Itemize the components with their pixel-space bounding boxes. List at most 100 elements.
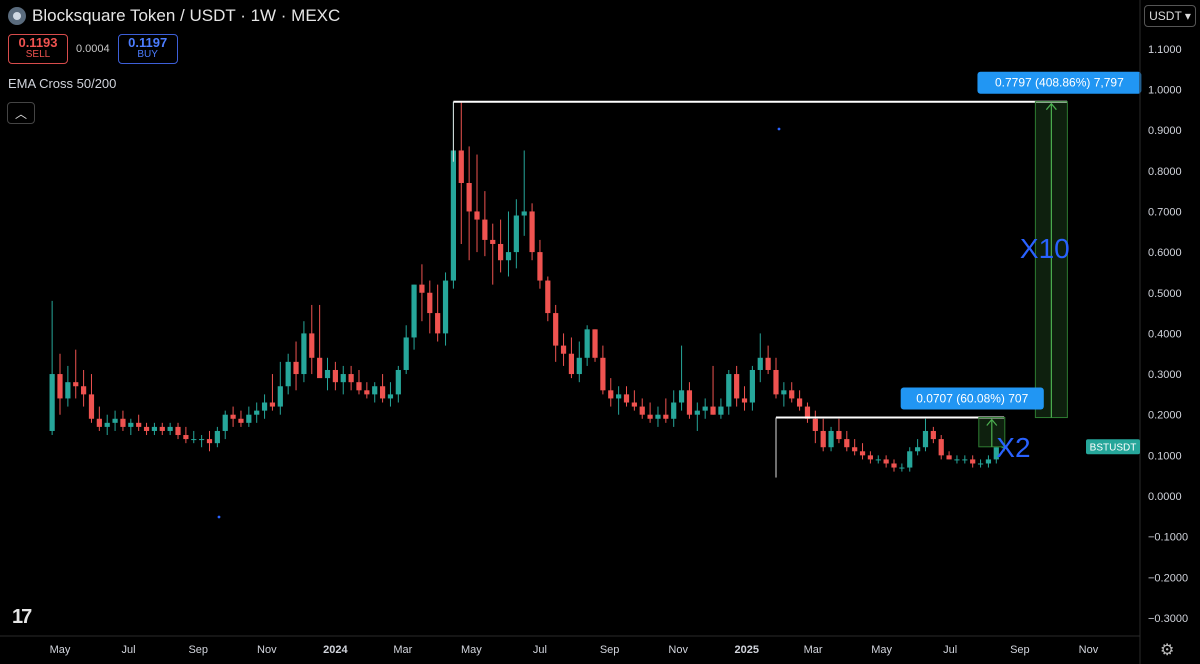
candle — [159, 422, 165, 436]
symbol-title[interactable]: Blocksquare Token / USDT · 1W · MEXC — [32, 6, 341, 25]
candle — [647, 402, 653, 423]
x-tick-label: 2025 — [735, 644, 759, 656]
candle — [718, 398, 724, 419]
candle — [364, 382, 370, 399]
y-tick-label: 0.4000 — [1148, 328, 1182, 340]
candle — [96, 406, 102, 431]
candle — [710, 365, 716, 415]
candle — [553, 304, 559, 362]
candle — [639, 398, 645, 419]
y-tick-label: 0.3000 — [1148, 369, 1182, 381]
x-tick-label: May — [461, 644, 482, 656]
candle — [993, 447, 999, 464]
candle — [985, 455, 992, 468]
sell-price: 0.1193 — [18, 35, 58, 50]
candle — [191, 430, 197, 444]
sell-label: SELL — [25, 49, 51, 60]
candle — [592, 329, 598, 362]
candle — [332, 361, 338, 391]
candle — [954, 455, 960, 464]
candle — [183, 426, 189, 444]
candle — [435, 284, 441, 342]
candle — [962, 455, 968, 464]
x-tick-label: Sep — [1010, 644, 1030, 656]
ema-dot — [217, 515, 221, 519]
candle — [466, 146, 472, 261]
indicator-legend[interactable]: EMA Cross 50/200 — [8, 76, 117, 91]
candle — [970, 455, 976, 468]
token-logo-icon — [8, 7, 26, 25]
candle — [348, 365, 354, 391]
x-tick-label: Jul — [943, 644, 957, 656]
candle — [568, 337, 575, 379]
candle — [749, 365, 755, 411]
candle — [458, 101, 464, 244]
x-tick-label: Nov — [668, 644, 688, 656]
candle — [757, 333, 763, 383]
candle — [529, 203, 535, 261]
candle — [915, 439, 921, 456]
buy-button[interactable]: 0.1197 BUY — [117, 34, 178, 64]
candle — [820, 418, 826, 452]
candle — [616, 386, 622, 415]
candle — [57, 353, 63, 415]
candle — [199, 435, 205, 448]
ticker-badge — [1086, 439, 1140, 455]
candle — [238, 410, 244, 427]
candle — [576, 341, 582, 383]
candle — [694, 402, 700, 431]
candle — [293, 341, 299, 391]
candle — [789, 382, 795, 403]
candle — [734, 365, 740, 407]
candle — [309, 304, 315, 375]
currency-selector[interactable]: USDT ▾ — [1144, 5, 1196, 27]
candle — [230, 406, 236, 427]
y-tick-label: 0.7000 — [1148, 206, 1182, 218]
collapse-legend-button[interactable]: ︿ — [7, 102, 35, 124]
candle — [623, 386, 630, 407]
candle — [844, 430, 850, 452]
candle — [883, 455, 889, 468]
y-tick-label: 0.6000 — [1148, 247, 1182, 259]
candle — [206, 430, 213, 452]
candle — [977, 459, 984, 468]
candle — [143, 422, 150, 436]
candle — [167, 422, 173, 436]
candle — [356, 369, 362, 395]
candle — [269, 374, 276, 411]
candle — [702, 398, 708, 419]
x-tick-label: Sep — [600, 644, 620, 656]
candle — [81, 369, 87, 407]
x-tick-label: Mar — [393, 644, 412, 656]
candle — [781, 382, 787, 407]
measure-arrowhead — [1045, 102, 1057, 111]
y-tick-label: −0.3000 — [1148, 613, 1188, 625]
sell-button[interactable]: 0.1193 SELL — [8, 34, 68, 64]
candle — [741, 386, 748, 411]
x-tick-label: Sep — [188, 644, 208, 656]
candle — [513, 199, 519, 269]
candle — [324, 357, 331, 391]
candle — [372, 382, 378, 403]
gear-icon[interactable]: ⚙ — [1160, 642, 1175, 659]
candle — [427, 280, 433, 334]
candle — [411, 284, 417, 350]
candle — [545, 276, 551, 322]
y-tick-label: 0.1000 — [1148, 450, 1182, 462]
candle — [128, 418, 134, 436]
y-tick-label: 1.1000 — [1148, 44, 1182, 56]
candle — [482, 191, 488, 257]
candle — [828, 426, 834, 452]
y-tick-label: −0.1000 — [1148, 532, 1188, 544]
candle — [773, 357, 779, 399]
y-tick-label: 1.0000 — [1148, 85, 1182, 97]
candle — [49, 300, 55, 436]
candle — [505, 211, 512, 277]
candle — [907, 447, 913, 472]
measure-label: 0.7797 (408.86%) 7,797 — [995, 76, 1124, 90]
chart-header: Blocksquare Token / USDT · 1W · MEXC — [8, 6, 340, 26]
candle — [521, 150, 527, 236]
candle — [277, 361, 283, 415]
